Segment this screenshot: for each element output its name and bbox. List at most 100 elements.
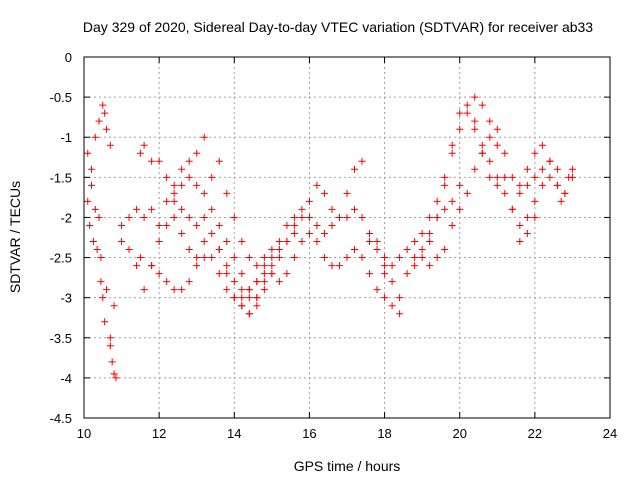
- data-point: [95, 117, 103, 125]
- data-point: [106, 342, 114, 350]
- data-point: [170, 286, 178, 294]
- data-point: [155, 270, 163, 278]
- data-point: [486, 157, 494, 165]
- data-point: [88, 165, 96, 173]
- data-point: [84, 149, 92, 157]
- data-point: [103, 125, 111, 133]
- data-point: [471, 165, 479, 173]
- series-track-r: [553, 165, 576, 205]
- data-point: [245, 286, 253, 294]
- data-point: [185, 157, 193, 165]
- data-point: [238, 238, 246, 246]
- data-point: [388, 302, 396, 310]
- data-point: [268, 246, 276, 254]
- data-point: [501, 173, 509, 181]
- data-point: [456, 181, 464, 189]
- data-point: [531, 213, 539, 221]
- data-point: [99, 101, 107, 109]
- data-point: [230, 294, 238, 302]
- data-point: [441, 181, 449, 189]
- data-point: [185, 213, 193, 221]
- data-point: [95, 213, 103, 221]
- data-point: [426, 213, 434, 221]
- data-point: [89, 238, 97, 246]
- data-point: [328, 205, 336, 213]
- data-point: [343, 254, 351, 262]
- data-point: [163, 197, 171, 205]
- data-point: [260, 286, 268, 294]
- x-tick-label: 20: [452, 426, 466, 441]
- data-point: [568, 165, 576, 173]
- data-point: [223, 189, 231, 197]
- y-tick-label: -2: [60, 210, 72, 225]
- data-point: [253, 278, 261, 286]
- data-point: [170, 197, 178, 205]
- data-point: [200, 213, 208, 221]
- data-point: [448, 141, 456, 149]
- data-point: [136, 149, 144, 157]
- data-point: [170, 189, 178, 197]
- data-point: [553, 165, 561, 173]
- data-point: [178, 165, 186, 173]
- data-point: [546, 157, 554, 165]
- data-point: [260, 262, 268, 270]
- data-point: [411, 262, 419, 270]
- data-point: [200, 254, 208, 262]
- data-point: [531, 197, 539, 205]
- data-point: [411, 238, 419, 246]
- data-point: [501, 189, 509, 197]
- data-point: [313, 181, 321, 189]
- data-point: [260, 254, 268, 262]
- series-track-n: [411, 101, 501, 270]
- data-point: [148, 262, 156, 270]
- data-point: [456, 109, 464, 117]
- series-track-c: [97, 278, 118, 342]
- data-point: [155, 221, 163, 229]
- data-point: [478, 141, 486, 149]
- data-point: [223, 238, 231, 246]
- data-point: [101, 109, 109, 117]
- data-point: [426, 262, 434, 270]
- data-points: [84, 93, 576, 382]
- data-point: [320, 229, 328, 237]
- data-point: [223, 262, 231, 270]
- series-track-g: [136, 141, 276, 302]
- data-point: [118, 238, 126, 246]
- x-tick-label: 10: [77, 426, 91, 441]
- data-point: [148, 205, 156, 213]
- data-point: [320, 189, 328, 197]
- data-point: [208, 229, 216, 237]
- y-tick-label: -2.5: [50, 251, 72, 266]
- data-point: [118, 221, 126, 229]
- data-point: [448, 221, 456, 229]
- data-point: [478, 149, 486, 157]
- data-point: [538, 165, 546, 173]
- grid-lines: [84, 57, 610, 418]
- data-point: [185, 278, 193, 286]
- data-point: [275, 246, 283, 254]
- data-point: [418, 246, 426, 254]
- data-point: [238, 286, 246, 294]
- data-point: [260, 270, 268, 278]
- y-tick-label: -0.5: [50, 90, 72, 105]
- data-point: [486, 173, 494, 181]
- data-point: [456, 205, 464, 213]
- data-point: [546, 173, 554, 181]
- chart-title: Day 329 of 2020, Sidereal Day-to-day VTE…: [83, 19, 593, 35]
- data-point: [508, 173, 516, 181]
- data-point: [253, 262, 261, 270]
- x-axis-ticks: 10 12 14 16 18 20 22 24: [77, 57, 617, 441]
- data-point: [215, 270, 223, 278]
- data-point: [91, 205, 99, 213]
- data-point: [133, 262, 141, 270]
- data-point: [238, 302, 246, 310]
- data-point: [335, 262, 343, 270]
- data-point: [253, 294, 261, 302]
- y-tick-label: -4.5: [50, 411, 72, 426]
- data-point: [163, 173, 171, 181]
- data-point: [125, 246, 133, 254]
- data-point: [103, 286, 111, 294]
- data-point: [493, 181, 501, 189]
- data-point: [463, 189, 471, 197]
